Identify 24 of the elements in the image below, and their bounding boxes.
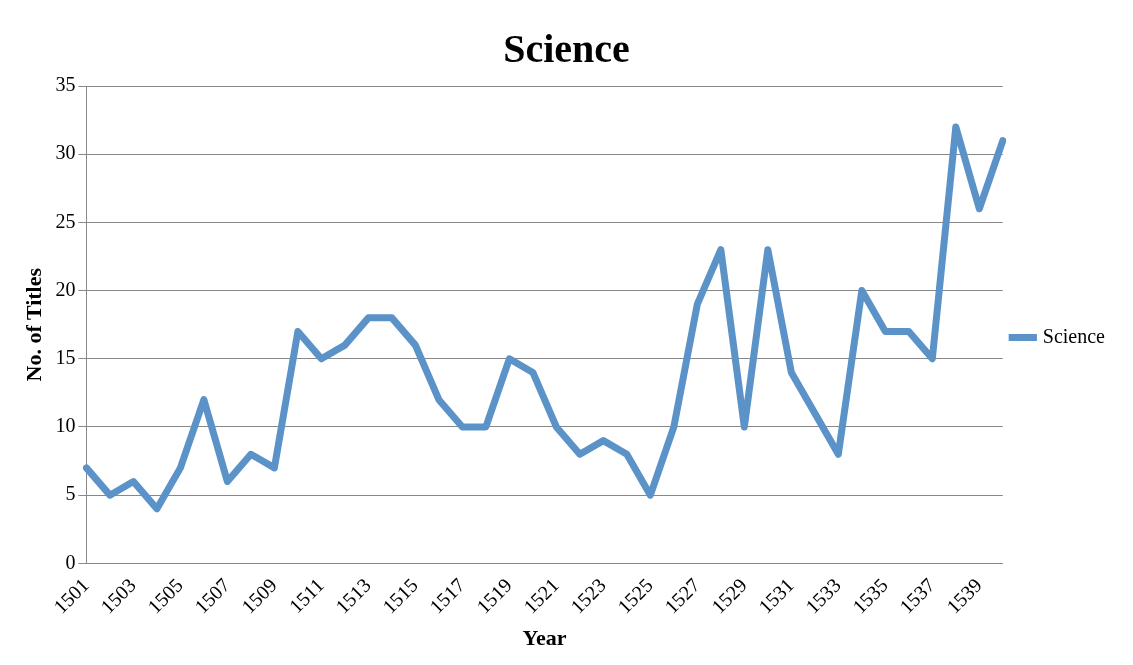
x-tick-label: 1511 bbox=[284, 573, 328, 618]
x-tick-label: 1503 bbox=[96, 573, 140, 618]
y-tick-label: 5 bbox=[65, 482, 76, 505]
x-tick-label: 1531 bbox=[754, 573, 798, 618]
x-tick-label: 1509 bbox=[237, 573, 281, 618]
y-tick-label: 35 bbox=[55, 73, 76, 96]
x-tick-label: 1523 bbox=[566, 573, 610, 618]
x-tick-label: 1513 bbox=[331, 573, 375, 618]
chart-title: Science bbox=[503, 26, 630, 72]
y-axis-title: No. of Titles bbox=[20, 267, 46, 382]
x-tick-label: 1521 bbox=[519, 573, 563, 618]
y-tick-label: 15 bbox=[55, 346, 76, 369]
y-tick-label: 30 bbox=[55, 141, 76, 164]
x-axis-title: Year bbox=[522, 625, 567, 651]
y-tick-label: 10 bbox=[55, 414, 76, 437]
x-tick-label: 1501 bbox=[49, 573, 93, 618]
x-tick-label: 1533 bbox=[801, 573, 845, 618]
x-tick-label: 1529 bbox=[707, 573, 751, 618]
x-tick-label: 1519 bbox=[472, 573, 516, 618]
y-tick-label: 25 bbox=[55, 209, 76, 232]
y-tick-label: 0 bbox=[65, 550, 76, 573]
x-tick-label: 1539 bbox=[942, 573, 986, 618]
y-tick-label: 20 bbox=[55, 277, 76, 300]
legend-label: Science bbox=[1042, 324, 1106, 347]
